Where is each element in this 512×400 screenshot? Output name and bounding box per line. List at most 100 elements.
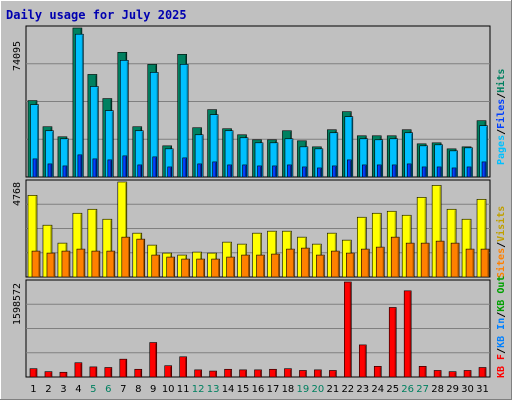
sites-bar: [420, 242, 430, 278]
legend-kbf: KB F: [496, 354, 507, 378]
x-tick-label: 9: [150, 384, 156, 395]
x-tick-label: 14: [222, 384, 235, 395]
sites-bar: [151, 254, 161, 278]
kbf-bar: [329, 370, 337, 378]
pages-bar: [481, 161, 487, 178]
pages-bar: [122, 155, 128, 178]
x-tick-label: 22: [341, 384, 354, 395]
mid-panel-max-label: 4768: [12, 182, 23, 206]
pages-bar: [287, 164, 292, 178]
kbf-bar: [239, 369, 247, 378]
x-tick-label: 8: [135, 384, 141, 395]
pages-bar: [182, 157, 187, 178]
sites-bar: [166, 256, 176, 278]
sites-bar: [271, 253, 280, 278]
x-tick-label: 16: [252, 384, 265, 395]
pages-bar: [32, 158, 38, 178]
x-tick-label: 26: [401, 384, 414, 395]
x-tick-label: 25: [386, 384, 399, 395]
kbf-bar: [403, 290, 412, 378]
sites-bar: [76, 248, 86, 278]
sites-bar: [360, 248, 370, 278]
sites-bar: [301, 247, 310, 278]
sites-bar: [435, 240, 445, 278]
kbf-bar: [418, 366, 427, 378]
kbf-bar: [179, 356, 187, 378]
pages-bar: [466, 166, 472, 178]
pages-bar: [451, 167, 457, 178]
sites-bar: [91, 250, 101, 278]
x-tick-label: 17: [267, 384, 280, 395]
sites-bar: [121, 236, 131, 278]
kbf-bar: [314, 369, 322, 378]
pages-bar: [391, 164, 397, 178]
pages-bar: [257, 165, 262, 178]
x-tick-label: 2: [45, 384, 51, 395]
sites-bar: [405, 242, 415, 278]
kbf-bar: [388, 307, 397, 378]
x-tick-label: 12: [192, 384, 205, 395]
bottom-panel-legend: KB F/KB In/KB Out: [496, 276, 507, 378]
sites-bar: [241, 254, 250, 278]
x-tick-label: 11: [177, 384, 190, 395]
legend-kbin: KB In: [496, 318, 507, 348]
sites-bar: [450, 242, 460, 278]
x-tick-label: 19: [297, 384, 310, 395]
kbf-bar: [89, 366, 98, 378]
x-tick-label: 20: [312, 384, 325, 395]
x-tick-label: 27: [416, 384, 429, 395]
pages-bar: [47, 163, 53, 178]
legend-kbout: KB Out: [496, 276, 507, 312]
x-tick-label: 10: [162, 384, 175, 395]
kbf-bar: [448, 371, 457, 378]
kbf-bar: [164, 365, 173, 378]
x-tick-label: 31: [476, 384, 489, 395]
kbf-bar: [373, 366, 382, 378]
x-tick-label: 6: [105, 384, 111, 395]
kbf-bar: [119, 358, 128, 378]
pages-bar: [242, 164, 247, 178]
x-tick-label: 1: [30, 384, 36, 395]
kbf-bar: [209, 370, 217, 378]
top-panel-legend: Pages/Files/Hits: [495, 69, 507, 165]
kbf-bar: [358, 344, 367, 378]
kbf-bar: [463, 370, 472, 378]
pages-bar: [272, 165, 277, 178]
x-tick-label: 29: [446, 384, 459, 395]
sites-bar: [316, 254, 325, 278]
sites-bar: [465, 248, 475, 278]
pages-bar: [167, 166, 173, 178]
pages-bar: [376, 164, 382, 178]
x-tick-label: 4: [75, 384, 81, 395]
sites-bar: [136, 238, 146, 278]
pages-bar: [302, 166, 307, 178]
sites-bar: [256, 254, 265, 278]
x-tick-label: 18: [282, 384, 295, 395]
x-tick-label: 13: [207, 384, 220, 395]
pages-bar: [197, 163, 202, 178]
sites-bar: [211, 258, 220, 278]
pages-bar: [406, 163, 412, 178]
top-panel-max-label: 74095: [12, 41, 23, 71]
pages-bar: [152, 156, 158, 178]
kbf-bar: [299, 370, 307, 378]
pages-bar: [212, 161, 217, 178]
sites-bar: [480, 248, 490, 278]
pages-bar: [227, 164, 232, 178]
bottom-panel-max-label: 1598572: [12, 283, 23, 325]
sites-bar: [346, 252, 355, 278]
kbf-bar: [149, 342, 158, 378]
legend-hits: Hits: [495, 69, 507, 93]
pages-bar: [137, 164, 143, 178]
pages-bar: [77, 154, 83, 178]
legend-pages: Pages: [496, 135, 507, 165]
kbf-bar: [344, 281, 352, 378]
x-tick-label: 15: [237, 384, 250, 395]
sites-bar: [196, 258, 205, 278]
pages-bar: [436, 166, 442, 178]
sites-bar: [46, 252, 56, 278]
sites-bar: [390, 236, 400, 278]
pages-bar: [347, 159, 352, 178]
